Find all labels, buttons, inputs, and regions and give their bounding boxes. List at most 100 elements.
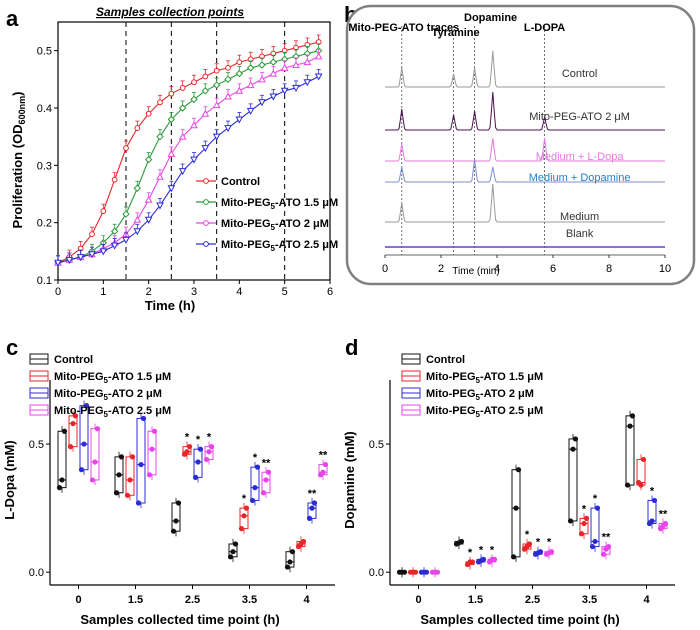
panel-a-xtick-label: 6 [327, 286, 333, 298]
pd-point [640, 456, 647, 463]
pd-significance: * [479, 544, 484, 556]
pc-point [124, 492, 131, 498]
pd-point [423, 569, 430, 575]
panel-a-xlabel: Time (h) [145, 298, 195, 313]
pc-point [306, 515, 313, 521]
panel-a-point [190, 156, 198, 164]
pd-legend-label: Mito-PEG5-ATO 2 μM [426, 388, 534, 402]
pc-ytick-label: 0.5 [29, 439, 44, 451]
panel-a-point [65, 256, 74, 264]
panel-b-xtick-label: 2 [438, 263, 444, 275]
panel-a-point [133, 215, 142, 223]
panel-a-point [246, 107, 255, 115]
panel-a-point [156, 172, 164, 180]
panel-a-point [258, 61, 266, 69]
panel-a-point [235, 69, 244, 78]
pd-point [605, 543, 612, 550]
panel-c-xlabel: Samples collected time point (h) [80, 612, 279, 627]
panel-a-point [269, 58, 278, 66]
panel-a-point [100, 208, 107, 215]
pd-xtick-label: 2.5 [525, 594, 540, 606]
pc-point [151, 428, 158, 434]
pd-point [649, 518, 655, 524]
pc-point [149, 446, 155, 452]
panel-a-point [201, 145, 210, 153]
pd-point [629, 413, 636, 419]
pd-point [592, 538, 598, 545]
pc-point [203, 456, 210, 463]
pc-box [171, 502, 181, 532]
pc-box [68, 415, 78, 448]
pd-significance: * [582, 503, 587, 515]
panel-a-point [167, 115, 176, 124]
panel-a-point [178, 104, 187, 112]
pc-point [320, 469, 326, 475]
pd-ytick-label: 0.5 [369, 439, 384, 451]
panel-a-point [201, 87, 210, 95]
panel-a-point [144, 216, 153, 224]
panel-a-point [76, 254, 85, 262]
pc-point [56, 485, 63, 491]
panel-a-point [144, 155, 153, 164]
panel-b-peak-label: Dopamine [464, 12, 517, 24]
pc-significance: * [207, 432, 212, 444]
panel-a-ytick-label: 0.4 [37, 103, 52, 115]
panel-a-point [190, 95, 198, 104]
panel-b-xtick-label: 6 [550, 263, 556, 275]
panel-a-point [110, 242, 119, 250]
pc-point [241, 513, 247, 519]
panel-a-point [179, 85, 186, 91]
panel-a-ytick-label: 0.2 [37, 218, 52, 230]
pd-legend-label: Mito-PEG5-ATO 2.5 μM [426, 405, 543, 419]
panel-a-point [191, 79, 197, 86]
pd-point [548, 549, 555, 555]
panel-a-point [133, 184, 142, 192]
pd-point [638, 482, 644, 488]
pc-point [116, 472, 122, 478]
panel-b-trace-label: Medium + L-Dopa [536, 151, 625, 163]
pc-point [173, 518, 179, 524]
panel-b-peak-label: Tyramine [432, 27, 480, 39]
pd-point [581, 520, 587, 527]
panel-a-point [258, 75, 266, 83]
pc-point [170, 528, 177, 534]
pd-point [651, 497, 658, 504]
pc-point [175, 500, 182, 506]
panel-a-xtick-label: 3 [191, 286, 197, 298]
panel-b-trace [385, 91, 665, 131]
pc-point [208, 444, 215, 450]
pd-point [600, 551, 607, 557]
pd-point [572, 436, 579, 442]
panel-b-xtick-label: 0 [382, 263, 388, 275]
panel-a-point [280, 87, 289, 95]
panel-a-point [156, 132, 164, 141]
pd-xtick-label: 1.5 [468, 594, 483, 606]
panel-a-point [225, 64, 231, 71]
pd-significance: * [536, 537, 541, 549]
panel-a-point [269, 69, 278, 77]
pc-point [260, 490, 267, 496]
pd-xtick-label: 3.5 [582, 594, 597, 606]
pd-point [491, 556, 498, 562]
pc-point [243, 505, 250, 511]
panel-a-point [122, 210, 130, 218]
panel-a-point [178, 168, 187, 176]
panel-d-xlabel: Samples collected time point (h) [420, 612, 619, 627]
panel-a-point [224, 92, 232, 100]
panel-a-legend-marker [203, 178, 209, 184]
panel-a-point [145, 110, 152, 117]
panel-a-point [99, 248, 108, 256]
pc-point [70, 420, 76, 427]
panel-a-point [236, 59, 243, 66]
panel-a-xtick-label: 0 [55, 286, 61, 298]
panel-a-point [292, 60, 300, 68]
pc-legend-label: Mito-PEG5-ATO 2.5 μM [54, 405, 171, 419]
pd-xtick-label: 0 [415, 594, 421, 606]
panel-a-point [280, 63, 289, 71]
panel-a-point [89, 231, 95, 238]
panel-a-xtick-label: 1 [100, 286, 106, 298]
pc-point [254, 464, 261, 470]
pc-legend-label: Control [54, 354, 93, 366]
pc-point [67, 444, 74, 450]
